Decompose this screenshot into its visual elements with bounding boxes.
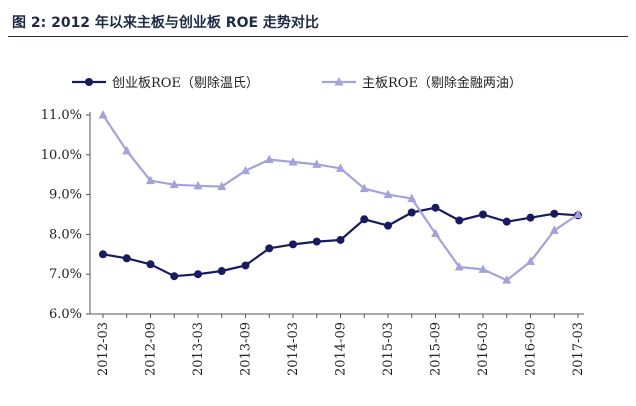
data-point: [336, 163, 345, 172]
y-tick-label: 11.0%: [41, 108, 82, 123]
x-tick-label: 2013-03: [191, 322, 206, 376]
legend: 创业板ROE（剔除温氏） 主板ROE（剔除金融两油）: [72, 75, 522, 91]
series-lines: [102, 114, 579, 282]
legend-label-0: 创业板ROE（剔除温氏）: [112, 76, 259, 91]
data-point: [526, 213, 535, 222]
data-point: [431, 228, 440, 238]
data-point: [455, 216, 464, 225]
data-point: [407, 193, 417, 203]
x-axis: 2012-03 2012-09 2013-03 2013-09 2014-03 2014-…: [90, 313, 586, 376]
x-tick-label: 2012-03: [96, 322, 111, 376]
data-point: [407, 208, 416, 217]
data-point: [312, 159, 322, 168]
data-point: [122, 254, 131, 263]
data-point: [241, 261, 250, 270]
data-point: [502, 217, 511, 226]
data-point: [169, 179, 179, 189]
data-point: [288, 156, 298, 166]
data-point: [98, 110, 108, 119]
series-markers: [98, 110, 583, 284]
x-tick-label: 2014-03: [286, 322, 301, 376]
x-tick-label: 2013-09: [239, 322, 254, 376]
y-tick-label: 10.0%: [41, 148, 82, 163]
data-point: [383, 189, 393, 199]
data-point: [336, 235, 345, 244]
data-point: [312, 237, 321, 246]
data-point: [146, 175, 155, 185]
data-point: [479, 210, 487, 219]
y-tick-label: 6.0%: [49, 307, 82, 322]
x-tick-label: 2015-09: [429, 322, 444, 376]
data-point: [526, 256, 535, 265]
data-point: [550, 209, 559, 218]
data-point: [478, 264, 488, 273]
figure-title: 图 2: 2012 年以来主板与创业板 ROE 走势对比: [12, 15, 319, 31]
data-point: [265, 244, 274, 253]
data-point: [431, 203, 440, 212]
y-tick-label: 9.0%: [49, 188, 82, 203]
x-tick-label: 2017-03: [571, 322, 586, 376]
data-point: [217, 267, 226, 276]
title-bar: 图 2: 2012 年以来主板与创业板 ROE 走势对比: [8, 6, 628, 37]
x-tick-label: 2016-09: [524, 322, 539, 376]
y-tick-label: 8.0%: [49, 227, 82, 242]
data-point: [502, 275, 512, 284]
data-point: [289, 240, 297, 249]
y-tick-label: 7.0%: [49, 267, 82, 282]
legend-label-1: 主板ROE（剔除金融两油）: [362, 75, 522, 91]
data-point: [99, 250, 107, 259]
data-point: [264, 154, 274, 164]
x-tick-label: 2014-09: [334, 322, 349, 376]
data-point: [217, 181, 227, 191]
data-point: [454, 262, 464, 271]
data-point: [573, 209, 583, 218]
series-line-1: [102, 114, 579, 282]
data-point: [193, 180, 203, 190]
data-point: [170, 272, 179, 281]
data-point: [360, 215, 369, 224]
x-tick-label: 2012-09: [144, 322, 159, 376]
data-point: [384, 221, 392, 230]
legend-marker: [334, 77, 344, 86]
data-point: [122, 145, 132, 155]
data-point: [194, 270, 202, 279]
x-tick-label: 2015-03: [381, 322, 396, 376]
data-point: [549, 225, 559, 234]
data-point: [359, 183, 369, 193]
legend-marker: [85, 78, 93, 86]
y-axis: 6.0% 7.0% 8.0% 9.0% 10.0% 11.0%: [41, 108, 91, 322]
data-point: [241, 165, 250, 175]
x-tick-label: 2016-03: [476, 322, 491, 376]
data-point: [146, 260, 155, 269]
